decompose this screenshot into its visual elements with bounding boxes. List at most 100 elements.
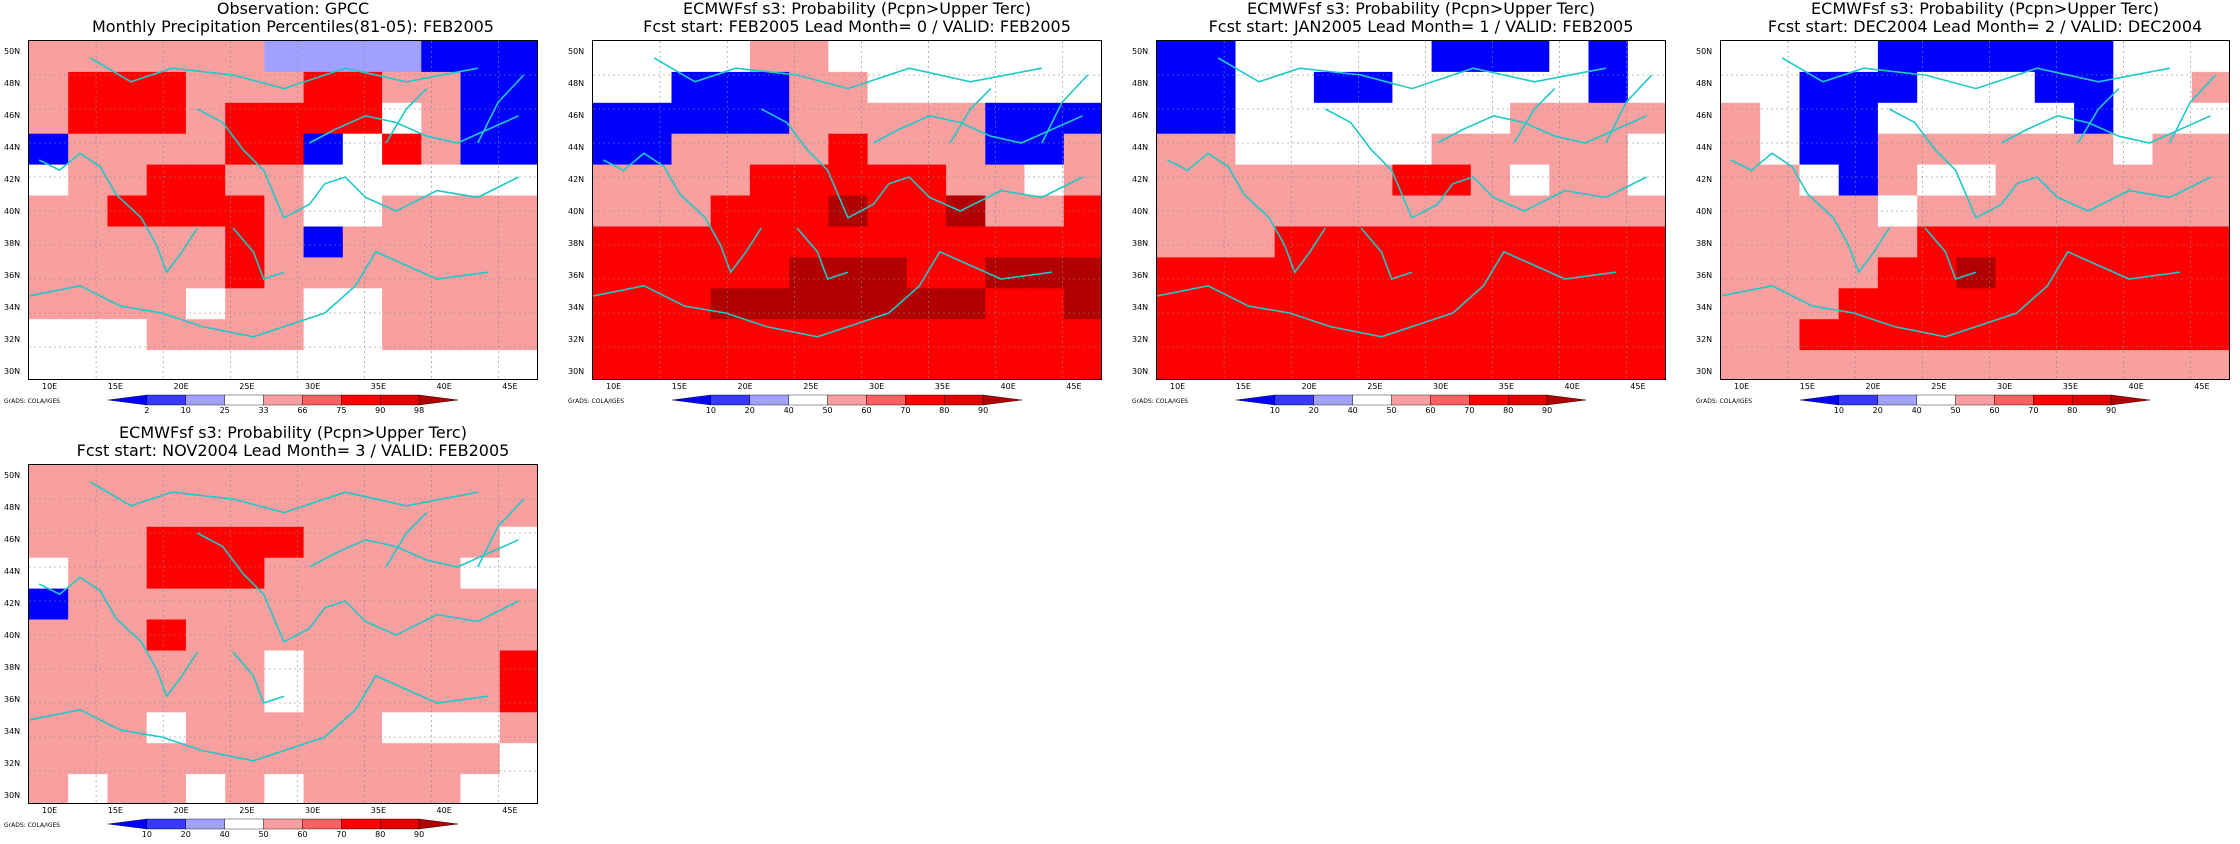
grid-cell (1799, 71, 1840, 104)
grid-cell (185, 774, 226, 803)
grid-cell (2113, 133, 2154, 166)
grid-cell (867, 257, 908, 289)
grid-cell (1995, 133, 2036, 166)
lon-tick-label: 15E (107, 382, 123, 391)
lat-tick-label: 30N (4, 367, 21, 376)
grid-cell (1877, 350, 1918, 379)
grid-cell (107, 619, 148, 651)
lon-tick-label: 45E (1630, 382, 1646, 391)
grid-cell (2152, 226, 2193, 258)
colorbar-segment (944, 394, 984, 406)
grid-cell (1995, 102, 2036, 135)
grid-cell (1627, 319, 1665, 351)
grid-cell (421, 650, 462, 682)
lon-tick-label: 20E (1865, 382, 1881, 391)
grid-cell (1588, 319, 1629, 351)
grid-cell (1392, 71, 1433, 104)
grid-cell (1353, 257, 1393, 289)
grid-cell (1024, 350, 1065, 379)
grid-cell (499, 588, 537, 621)
colorbar-segment (302, 818, 342, 830)
grid-cell (1838, 164, 1879, 197)
grid-cell (1024, 288, 1065, 320)
grid-cell (382, 526, 422, 559)
grid-cell (946, 164, 986, 197)
grid-cell (185, 350, 226, 379)
grid-cell (1956, 102, 1997, 135)
grid-cell (1196, 102, 1236, 135)
grid-cell (303, 526, 344, 559)
lat-tick-label: 46N (568, 111, 585, 120)
coastline (760, 108, 1083, 219)
grid-cell (906, 350, 947, 379)
grads-credit: GrADS: COLA/IGES (4, 398, 61, 405)
coastline (38, 576, 198, 698)
grid-cell (867, 133, 908, 166)
grid-cell (1956, 71, 1997, 104)
grid-cell (29, 495, 69, 528)
grid-cell (264, 319, 305, 351)
grid-cell (671, 133, 712, 166)
colorbar-segment (185, 394, 225, 406)
lat-tick-label: 30N (568, 367, 585, 376)
grid-cell (460, 164, 501, 197)
grid-cell (342, 319, 383, 351)
grid-cell (906, 71, 947, 104)
grid-cell (225, 288, 265, 320)
grid-cell (1313, 319, 1354, 351)
map-area (1156, 40, 1666, 380)
grid-cell (1431, 319, 1472, 351)
grid-cell (2152, 41, 2193, 73)
grid-cell (499, 226, 537, 258)
grid-cell (1313, 257, 1354, 289)
grid-cell (632, 71, 672, 104)
grid-cell (593, 41, 633, 73)
grid-cell (342, 650, 383, 682)
grid-cell (68, 257, 108, 289)
grid-cell (460, 588, 501, 621)
grid-cell (2074, 319, 2114, 351)
colorbar-label: 25 (219, 406, 230, 415)
grid-cell (303, 681, 344, 713)
colorbar-segment (1274, 394, 1314, 406)
panel-title-line1: ECMWFsf s3: Probability (Pcpn>Upper Terc… (1247, 0, 1595, 18)
grid-cell (1760, 133, 1800, 166)
grid-cell (460, 350, 501, 379)
grid-cell (1313, 71, 1354, 104)
panel-title-line2: Fcst start: FEB2005 Lead Month= 0 / VALI… (643, 17, 1071, 36)
grid-cell (185, 288, 226, 320)
lon-tick-label: 45E (502, 382, 518, 391)
colorbar-segment (107, 818, 148, 830)
lon-tick-label: 35E (2062, 382, 2078, 391)
grid-cell (749, 288, 790, 320)
grid-cell (185, 650, 226, 682)
colorbar-label: 60 (1989, 406, 2000, 415)
grid-cell (1063, 164, 1101, 197)
lat-tick-label: 46N (1132, 111, 1149, 120)
map-panel: ECMWFsf s3: Probability (Pcpn>Upper Terc… (4, 424, 558, 844)
grid-cell (749, 133, 790, 166)
grid-cell (421, 495, 462, 528)
grid-cell (985, 41, 1026, 73)
grid-cell (421, 350, 462, 379)
grid-cell (29, 681, 69, 713)
panel-title-line2: Monthly Precipitation Percentiles(81-05)… (92, 17, 494, 36)
grid-cell (225, 133, 265, 166)
grid-cell (460, 102, 501, 135)
lon-tick-label: 40E (436, 382, 452, 391)
grid-cell (671, 195, 712, 227)
grid-cell (2034, 133, 2075, 166)
grid-cell (68, 681, 108, 713)
grid-cell (1995, 319, 2036, 351)
grid-cell (1313, 41, 1354, 73)
grid-cell (68, 350, 108, 379)
lat-tick-label: 36N (568, 271, 585, 280)
lat-tick-label: 30N (1696, 367, 1713, 376)
coastline (232, 227, 285, 281)
panel-title-line1: ECMWFsf s3: Probability (Pcpn>Upper Terc… (683, 0, 1031, 18)
grid-cell (1956, 319, 1997, 351)
lat-tick-label: 50N (1132, 47, 1149, 56)
grid-cell (906, 226, 947, 258)
grid-cell (1353, 133, 1393, 166)
grid-cell (382, 743, 422, 775)
